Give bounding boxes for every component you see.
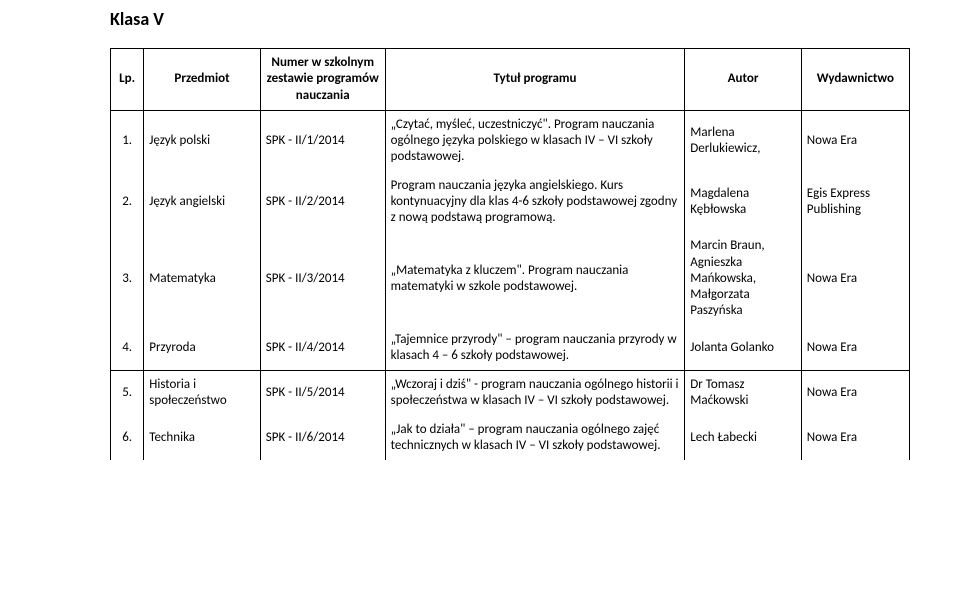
col-publisher: Wydawnictwo	[801, 49, 909, 111]
table-row: 6. Technika SPK - II/6/2014 „Jak to dzia…	[111, 416, 910, 461]
cell-program: Program nauczania języka angielskiego. K…	[385, 172, 685, 233]
cell-publisher: Nowa Era	[801, 416, 909, 461]
cell-subject: Język polski	[144, 110, 261, 171]
table-row: 4. Przyroda SPK - II/4/2014 „Tajemnice p…	[111, 326, 910, 371]
cell-author: Jolanta Golanko	[685, 326, 802, 371]
col-author: Autor	[685, 49, 802, 111]
cell-lp: 1.	[111, 110, 144, 171]
cell-lp: 4.	[111, 326, 144, 371]
cell-code: SPK - II/4/2014	[260, 326, 385, 371]
cell-subject: Język angielski	[144, 172, 261, 233]
cell-publisher: Nowa Era	[801, 232, 909, 325]
curriculum-table: Lp. Przedmiot Numer w szkolnym zestawie …	[110, 48, 910, 460]
cell-author: Marcin Braun, Agnieszka Mańkowska, Małgo…	[685, 232, 802, 325]
cell-subject: Technika	[144, 416, 261, 461]
cell-subject: Przyroda	[144, 326, 261, 371]
cell-publisher: Nowa Era	[801, 110, 909, 171]
cell-code: SPK - II/6/2014	[260, 416, 385, 461]
cell-code: SPK - II/1/2014	[260, 110, 385, 171]
cell-subject: Historia i społeczeństwo	[144, 371, 261, 416]
cell-publisher: Nowa Era	[801, 326, 909, 371]
cell-lp: 3.	[111, 232, 144, 325]
col-code: Numer w szkolnym zestawie programów nauc…	[260, 49, 385, 111]
cell-code: SPK - II/5/2014	[260, 371, 385, 416]
col-lp: Lp.	[111, 49, 144, 111]
cell-program: „Czytać, myśleć, uczestniczyć". Program …	[385, 110, 685, 171]
cell-author: Dr Tomasz Maćkowski	[685, 371, 802, 416]
table-row: 3. Matematyka SPK - II/3/2014 „Matematyk…	[111, 232, 910, 325]
page: Klasa V Lp. Przedmiot Numer w szkolnym z…	[0, 0, 960, 606]
cell-lp: 2.	[111, 172, 144, 233]
table-row: 2. Język angielski SPK - II/2/2014 Progr…	[111, 172, 910, 233]
cell-author: Marlena Derlukiewicz,	[685, 110, 802, 171]
cell-code: SPK - II/2/2014	[260, 172, 385, 233]
cell-program: „Jak to działa" – program nauczania ogól…	[385, 416, 685, 461]
col-program: Tytuł programu	[385, 49, 685, 111]
cell-program: „Wczoraj i dziś" - program nauczania ogó…	[385, 371, 685, 416]
cell-author: Lech Łabecki	[685, 416, 802, 461]
page-title: Klasa V	[110, 8, 910, 30]
table-row: 1. Język polski SPK - II/1/2014 „Czytać,…	[111, 110, 910, 171]
cell-subject: Matematyka	[144, 232, 261, 325]
cell-lp: 5.	[111, 371, 144, 416]
cell-program: „Matematyka z kluczem". Program nauczani…	[385, 232, 685, 325]
col-subject: Przedmiot	[144, 49, 261, 111]
cell-publisher: Egis Express Publishing	[801, 172, 909, 233]
table-header-row: Lp. Przedmiot Numer w szkolnym zestawie …	[111, 49, 910, 111]
cell-program: „Tajemnice przyrody" – program nauczania…	[385, 326, 685, 371]
cell-lp: 6.	[111, 416, 144, 461]
cell-author: Magdalena Kębłowska	[685, 172, 802, 233]
table-row: 5. Historia i społeczeństwo SPK - II/5/2…	[111, 371, 910, 416]
cell-publisher: Nowa Era	[801, 371, 909, 416]
cell-code: SPK - II/3/2014	[260, 232, 385, 325]
